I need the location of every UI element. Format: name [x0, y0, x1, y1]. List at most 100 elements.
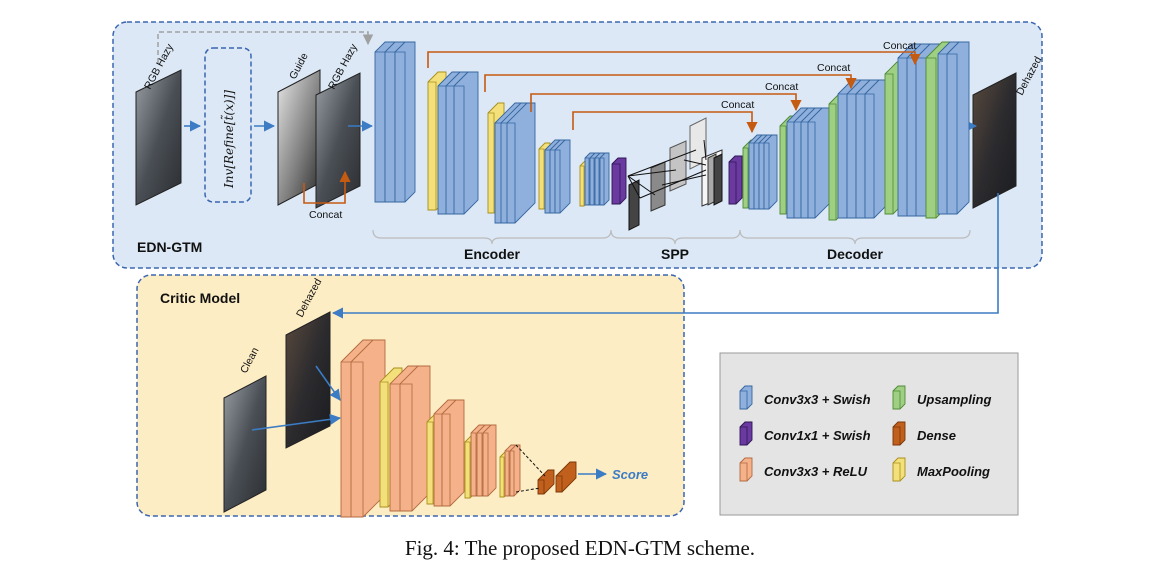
- decoder-upsampling-layer-edge: [780, 125, 787, 214]
- critic-conv-layer-edge: [505, 450, 510, 496]
- decoder-conv-layer-edge: [865, 93, 875, 218]
- dehazed-input-image: [285, 311, 331, 449]
- critic-title: Critic Model: [160, 290, 240, 306]
- legend-label: Conv3x3 + Swish: [764, 392, 871, 407]
- legend-item: Conv3x3 + ReLU: [739, 457, 868, 482]
- legend-item: Conv1x1 + Swish: [739, 421, 871, 446]
- decoder-conv-layer: [946, 41, 970, 215]
- blue-layer-icon: [739, 385, 753, 410]
- critic-conv-layer-edge: [351, 361, 364, 517]
- decoder-upsampling-layer-edge: [743, 147, 749, 208]
- critic-conv-layer-edge: [442, 413, 451, 506]
- critic-conv-layer: [509, 444, 521, 497]
- orange-layer-icon-slab: [892, 421, 906, 446]
- rgb-hazy-image: [135, 69, 182, 206]
- dehazed-output-image: [972, 72, 1017, 209]
- legend-item: MaxPooling: [892, 457, 990, 482]
- decoder-conv-layer-edge: [764, 142, 770, 209]
- encoder-conv-layer: [506, 102, 536, 224]
- input-images: [135, 69, 1017, 209]
- refine-formula: Inv[Refine[t̃(x)]]: [220, 90, 236, 189]
- concat-label-2: Concat: [817, 62, 850, 74]
- legend-item: Upsampling: [892, 385, 991, 410]
- decoder-conv-layer: [807, 107, 830, 219]
- skip-connections: [427, 51, 921, 134]
- encoder-maxpool-layer-edge: [539, 148, 545, 209]
- edn-gtm-diagram: EDN-GTM Critic Model RGB Hazy Guide RGB …: [112, 21, 1044, 518]
- legend-label: Dense: [917, 428, 956, 443]
- encoder-maxpool-layer-edge: [428, 81, 437, 210]
- rgb-hazy-image-2: [315, 72, 361, 209]
- yellow-layer-icon: [892, 457, 906, 482]
- decoder-label: Decoder: [827, 246, 884, 262]
- spp-label: SPP: [661, 246, 689, 262]
- legend-label: Conv3x3 + ReLU: [764, 464, 868, 479]
- legend: Conv3x3 + Swish Upsampling Conv1x1 + Swish…: [739, 385, 991, 482]
- section-braces: [372, 229, 971, 245]
- green-layer-icon-slab: [892, 385, 906, 410]
- spp-conv1x1-layer: [728, 155, 743, 205]
- critic-maxpool-layer-edge: [380, 381, 389, 507]
- legend-label: Upsampling: [917, 392, 991, 407]
- encoder-conv-layer: [453, 71, 479, 215]
- concat-label-1: Concat: [883, 40, 916, 52]
- network-layers: [340, 41, 970, 518]
- blue-layer-icon-slab-edge: [740, 390, 748, 409]
- decoder-conv-layer-edge: [808, 121, 816, 218]
- critic-conv-layer: [482, 424, 497, 497]
- salmon-layer-icon-slab-edge: [740, 462, 748, 481]
- critic-conv-layer-edge: [483, 432, 489, 496]
- critic-conv-layer-edge: [510, 450, 515, 496]
- legend-item: Dense: [892, 421, 956, 446]
- critic-maxpool-layer-edge: [427, 421, 434, 504]
- legend-label: MaxPooling: [917, 464, 990, 479]
- concat-label-3: Concat: [765, 81, 798, 93]
- yellow-layer-icon-slab: [892, 457, 906, 482]
- legend-label: Conv1x1 + Swish: [764, 428, 871, 443]
- critic-conv-layer-edge: [400, 383, 413, 511]
- decoder-conv-layer: [763, 134, 778, 210]
- concat-label-guide: Concat: [309, 209, 342, 221]
- critic-conv-layer-edge: [471, 432, 477, 496]
- critic-conv-layer-edge: [477, 432, 483, 496]
- encoder-conv-layer: [599, 152, 610, 206]
- skip-arrow-gray: [157, 31, 374, 63]
- green-layer-icon: [892, 385, 906, 410]
- refine-box: [204, 47, 252, 203]
- spp-block: [627, 117, 723, 231]
- encoder-conv-layer-edge: [590, 157, 595, 205]
- dense-connectors: [515, 444, 546, 493]
- score-label: Score: [612, 467, 648, 482]
- purple-layer-icon-slab-edge: [740, 426, 748, 445]
- legend-item: Conv3x3 + Swish: [739, 385, 871, 410]
- figure-caption: Fig. 4: The proposed EDN-GTM scheme.: [404, 536, 756, 560]
- encoder-conv-layer-edge: [585, 157, 590, 205]
- critic-dense-layer: [555, 461, 577, 493]
- purple-layer-icon: [739, 421, 753, 446]
- spp-conv1x1-layer-edge: [729, 161, 737, 204]
- critic-conv-layer: [441, 399, 465, 507]
- spp-conv1x1-layer: [611, 157, 627, 205]
- encoder-conv-layer-edge: [507, 122, 516, 223]
- clean-image: [223, 375, 267, 513]
- orange-layer-icon-slab-edge: [893, 426, 901, 445]
- encoder-conv-layer-edge: [595, 157, 600, 205]
- critic-dense-layer: [537, 469, 555, 495]
- encoder-conv-layer-edge: [555, 149, 561, 213]
- legend-panel: [719, 352, 1019, 516]
- encoder-maxpool-layer-edge: [580, 165, 585, 206]
- salmon-layer-icon-slab: [739, 457, 753, 482]
- encoder-conv-layer-edge: [454, 85, 465, 214]
- edn-gtm-title: EDN-GTM: [137, 239, 202, 255]
- critic-dense-layer-edge: [556, 475, 563, 492]
- critic-dense-layer-edge: [538, 479, 545, 494]
- critic-maxpool-layer-edge: [465, 441, 471, 498]
- concat-label-4: Concat: [721, 99, 754, 111]
- spp-conv1x1-layer-edge: [612, 163, 621, 204]
- decoder-upsampling-layer-edge: [926, 57, 937, 218]
- decoder-upsampling-layer-edge: [885, 73, 894, 214]
- purple-layer-icon-slab: [739, 421, 753, 446]
- encoder-conv-layer-edge: [600, 157, 605, 205]
- salmon-layer-icon: [739, 457, 753, 482]
- encoder-label: Encoder: [464, 246, 521, 262]
